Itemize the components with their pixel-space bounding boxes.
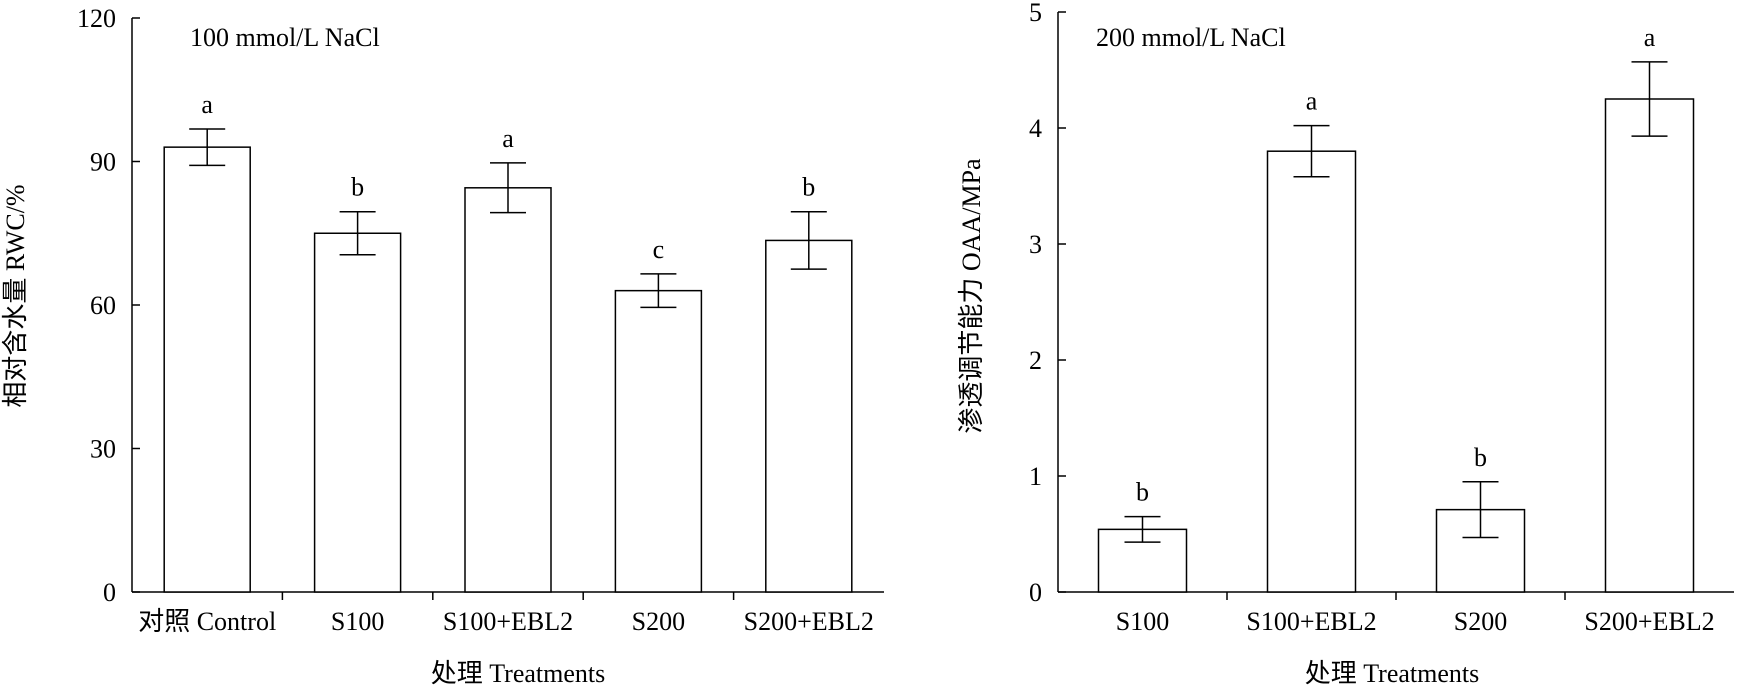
y-tick-label: 2 — [1029, 346, 1042, 375]
y-axis-label: 渗透调节能力 OAA/MPa — [957, 158, 986, 434]
category-label: S100 — [1116, 607, 1169, 636]
significance-label: c — [653, 235, 665, 264]
y-tick-label: 120 — [77, 4, 116, 33]
category-label: S100+EBL2 — [443, 607, 573, 636]
bar — [163, 146, 251, 593]
significance-label: a — [1644, 23, 1656, 52]
significance-label: b — [351, 173, 364, 202]
y-tick-label: 1 — [1029, 462, 1042, 491]
bar — [1266, 150, 1357, 593]
y-tick-label: 5 — [1029, 0, 1042, 27]
category-label: S200 — [632, 607, 685, 636]
category-label: S200+EBL2 — [1584, 607, 1714, 636]
category-label: S100+EBL2 — [1246, 607, 1376, 636]
significance-label: b — [1474, 443, 1487, 472]
x-axis-label: 处理 Treatments — [1305, 659, 1480, 688]
y-tick-label: 3 — [1029, 230, 1042, 259]
bar — [464, 187, 552, 593]
bar — [614, 289, 703, 593]
significance-label: a — [201, 90, 213, 119]
category-label: S200 — [1454, 607, 1507, 636]
y-tick-label: 0 — [103, 578, 116, 607]
significance-label: b — [802, 173, 815, 202]
chart-oaa: 200 mmol/L NaCl 处理 Treatments 渗透调节能力 OAA… — [957, 0, 1734, 688]
x-axis-label: 处理 Treatments — [431, 659, 606, 688]
y-tick-label: 4 — [1029, 114, 1042, 143]
category-label: S100 — [331, 607, 384, 636]
significance-label: a — [1306, 87, 1318, 116]
significance-label: a — [502, 124, 514, 153]
annotation-text: 200 mmol/L NaCl — [1096, 23, 1286, 52]
category-label: S200+EBL2 — [744, 607, 874, 636]
category-label: 对照 Control — [138, 607, 276, 636]
chart-rwc: 100 mmol/L NaCl 处理 Treatments 相对含水量 RWC/… — [1, 4, 884, 688]
y-axis-label: 相对含水量 RWC/% — [1, 184, 30, 407]
y-tick-label: 60 — [90, 291, 116, 320]
bar — [765, 239, 853, 593]
bar — [313, 232, 402, 593]
y-tick-label: 30 — [90, 435, 116, 464]
y-tick-label: 0 — [1029, 578, 1042, 607]
significance-label: b — [1136, 478, 1149, 507]
annotation-text: 100 mmol/L NaCl — [190, 23, 380, 52]
bar — [1604, 98, 1695, 593]
y-tick-label: 90 — [90, 148, 116, 177]
